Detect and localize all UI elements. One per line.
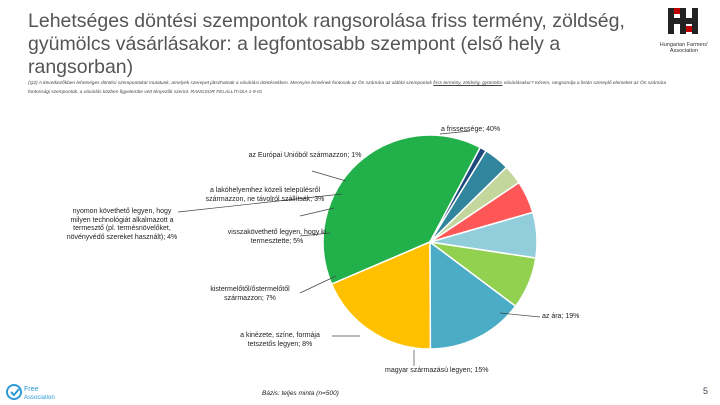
base-note: Bázis: teljes minta (n=500) — [262, 390, 339, 397]
leader-line-tracking — [177, 193, 343, 213]
leader-line-local — [299, 207, 335, 217]
leader-line-fresh — [439, 130, 471, 135]
svg-text:Free: Free — [24, 386, 39, 393]
slice-label-eu: az Európai Unióból származzon; 1% — [248, 152, 362, 159]
leader-line-eu — [311, 170, 347, 182]
slice-label-local: a lakóhelyemhez közeli településről szár… — [205, 187, 325, 203]
slice-label-fresh: a frissessége; 40% — [441, 126, 501, 133]
slice-label-look: a kinézete, színe, formája tetszetős leg… — [240, 332, 320, 348]
leader-line-grower — [299, 232, 331, 237]
slice-label-price: az ára; 19% — [542, 313, 580, 320]
pie-slice-9 — [429, 146, 487, 243]
question-text: (Q2) A következőkben lehetséges döntési … — [28, 81, 667, 95]
pie-slice-1 — [322, 134, 482, 286]
page-title: Lehetséges döntési szempontok rangsorolá… — [28, 10, 625, 78]
free-association-logo-icon: Free Association — [6, 384, 55, 401]
svg-text:Association: Association — [24, 395, 55, 401]
slice-label-grower: visszakövethető legyen, hogy ki termeszt… — [227, 229, 327, 245]
slice-label-small: kistermelőtől/őstermelőtől származzon; 7… — [210, 286, 290, 302]
slice-label-tracking: nyomon követhető legyen, hogy milyen tec… — [66, 208, 178, 241]
pie-slice-2 — [330, 240, 432, 350]
pie-slice-3 — [429, 240, 517, 350]
logo-caption: Hungarian Farmers' Association — [659, 42, 709, 54]
page-number: 5 — [703, 386, 709, 396]
leader-line-price — [499, 312, 541, 318]
leader-line-small — [299, 275, 337, 294]
association-logo-icon — [668, 8, 698, 34]
slice-label-hungarian: magyar származású legyen; 15% — [385, 367, 489, 374]
